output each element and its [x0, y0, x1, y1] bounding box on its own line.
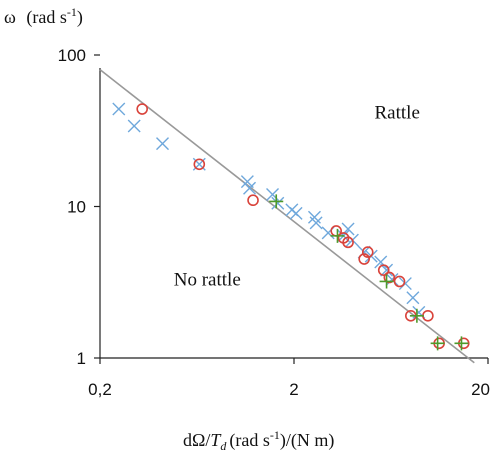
x-axis-unit: (rad s	[229, 430, 269, 451]
data-point-plus	[379, 274, 394, 289]
x-axis-omega: Ω	[192, 430, 205, 450]
y-axis-unit-close: )	[77, 7, 83, 28]
fit-line	[99, 69, 475, 364]
x-axis-unit-close: )/(N m)	[280, 430, 334, 451]
y-axis-label: ω (rad s-1)	[4, 5, 83, 28]
data-point-cross	[406, 291, 420, 305]
data-point-circle	[383, 271, 396, 284]
data-point-cross	[243, 181, 257, 195]
data-point-plus	[430, 336, 445, 351]
data-point-cross	[385, 272, 399, 286]
data-point-cross	[156, 137, 170, 151]
data-point-circle	[361, 246, 374, 258]
data-point-cross	[127, 119, 141, 133]
x-tick-label: 2	[289, 380, 298, 399]
axis-ticks: 0,2 2 20 1 10 100	[58, 46, 490, 399]
y-axis-unit: (rad s	[26, 7, 66, 28]
data-point-circle	[193, 158, 206, 171]
annotation-no-rattle: No rattle	[174, 270, 241, 291]
data-point-circle	[393, 275, 406, 288]
data-point-circle	[358, 253, 370, 265]
data-point-plus	[269, 194, 284, 209]
data-point-plus	[330, 228, 345, 243]
x-axis-label: dΩ/Td (rad s-1)/(N m)	[183, 428, 334, 453]
x-axis-slash: /	[205, 430, 210, 450]
y-axis-unit-exp: -1	[67, 5, 77, 19]
annotation-rattle: Rattle	[375, 103, 420, 124]
data-point-cross	[112, 102, 126, 116]
data-point-circle	[377, 264, 390, 276]
x-axis-d: d	[183, 430, 192, 450]
y-tick-label: 100	[58, 46, 86, 65]
x-tick-label: 0,2	[88, 380, 112, 399]
x-axis-T: T	[210, 430, 222, 450]
data-point-circle	[247, 194, 259, 207]
data-points	[112, 102, 470, 351]
data-point-circle	[136, 103, 148, 115]
x-axis-unit-exp: -1	[270, 428, 280, 442]
data-point-plus	[454, 336, 469, 351]
data-point-cross	[289, 206, 303, 220]
data-point-circle	[342, 236, 354, 249]
data-point-cross	[271, 196, 285, 210]
y-tick-label: 1	[77, 349, 86, 368]
x-tick-label: 20	[471, 380, 490, 399]
data-point-circle	[422, 309, 434, 322]
data-point-cross	[398, 277, 412, 291]
y-tick-label: 10	[67, 198, 86, 217]
y-axis-symbol: ω	[4, 7, 16, 27]
data-point-cross	[380, 263, 394, 277]
data-point-cross	[309, 216, 323, 230]
data-point-plus	[409, 308, 424, 323]
data-point-cross	[192, 157, 206, 171]
x-axis-Tsub: d	[220, 439, 227, 453]
